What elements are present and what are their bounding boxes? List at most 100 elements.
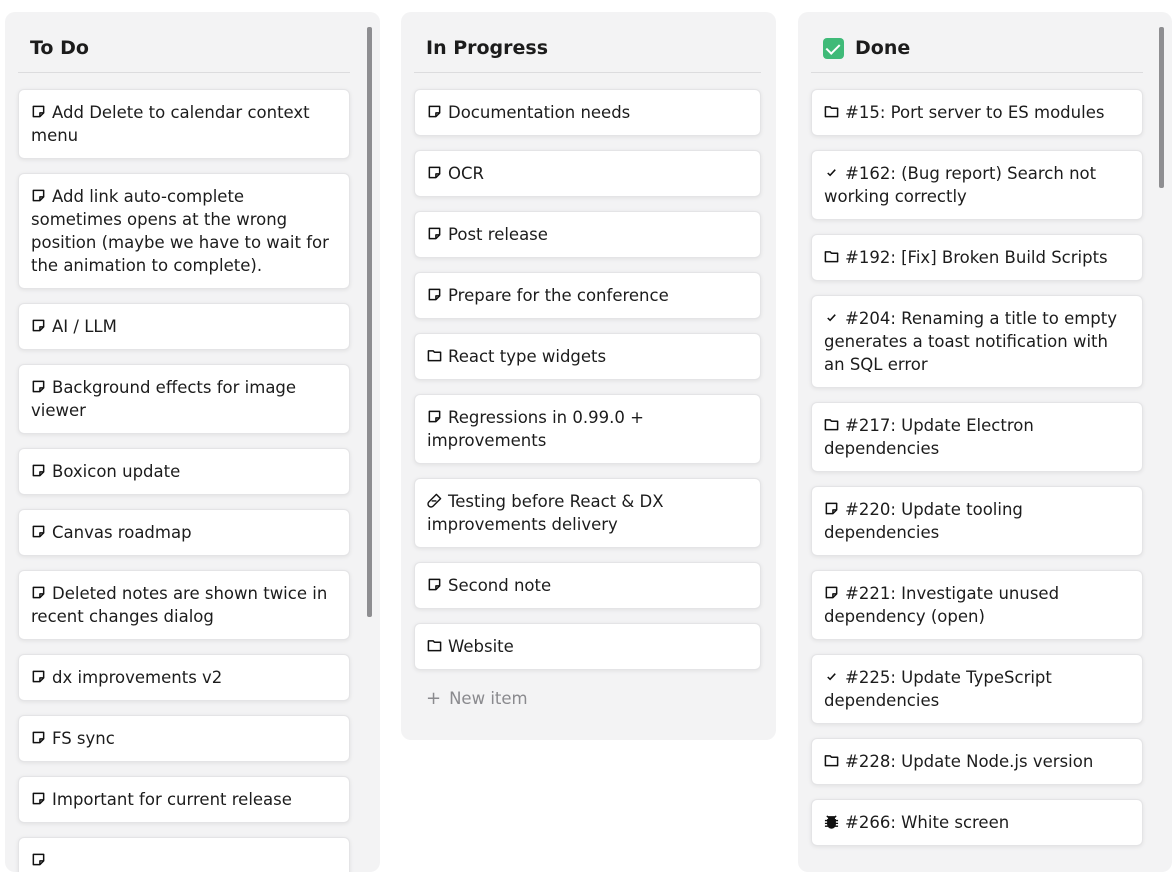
scrollbar[interactable] [367,27,372,617]
card[interactable]: FS sync [18,715,350,762]
card-title: #225: Update TypeScript dependencies [824,668,1052,710]
card-title: Deleted notes are shown twice in recent … [31,584,328,626]
note-icon [31,187,52,206]
card[interactable]: dx improvements v2 [18,654,350,701]
card-title: #266: White screen [845,813,1010,832]
card-title: Regressions in 0.99.0 + improvements [427,408,644,450]
card[interactable]: #192: [Fix] Broken Build Scripts [811,234,1143,281]
folder-icon [824,103,845,122]
card[interactable]: Canvas roadmap [18,509,350,556]
card[interactable]: #266: White screen [811,799,1143,846]
card[interactable]: #228: Update Node.js version [811,738,1143,785]
note-icon [427,408,448,427]
card-list: Documentation needs OCR Post release Prepar… [414,73,761,670]
card[interactable]: Deleted notes are shown twice in recent … [18,570,350,640]
column-in-progress: In Progress Documentation needs OCR Post r… [401,12,776,740]
note-icon [427,576,448,595]
folder-icon [427,347,448,366]
card[interactable]: Post release [414,211,761,258]
note-icon [31,523,52,542]
card[interactable]: Website [414,623,761,670]
card[interactable]: Testing before React & DX improvements d… [414,478,761,548]
check-icon [824,309,845,328]
card-title: Add link auto-complete sometimes opens a… [31,187,329,275]
note-icon [427,286,448,305]
card[interactable]: #15: Port server to ES modules [811,89,1143,136]
column-title-text: In Progress [426,37,549,59]
card[interactable]: Documentation needs [414,89,761,136]
card[interactable]: Add link auto-complete sometimes opens a… [18,173,350,289]
card-title: OCR [448,164,484,183]
note-icon [31,729,52,748]
note-icon [427,225,448,244]
card-title: Add Delete to calendar context menu [31,103,310,145]
card-title: #228: Update Node.js version [845,752,1094,771]
card[interactable]: #217: Update Electron dependencies [811,402,1143,472]
note-icon [824,584,845,603]
card-list: Add Delete to calendar context menu Add l… [18,73,350,872]
card-title: #217: Update Electron dependencies [824,416,1034,458]
folder-icon [824,752,845,771]
column-title-text: To Do [30,37,89,59]
check-icon [824,668,845,687]
card-title: Post release [448,225,548,244]
column-title[interactable]: Done [811,12,1143,73]
test-tube-icon [427,492,448,511]
note-icon [31,790,52,809]
card-title: Testing before React & DX improvements d… [427,492,664,534]
note-icon [31,462,52,481]
card-title: FS sync [52,729,115,748]
card[interactable]: Second note [414,562,761,609]
card[interactable]: Background effects for image viewer [18,364,350,434]
card[interactable]: Boxicon update [18,448,350,495]
card[interactable]: AI / LLM [18,303,350,350]
card[interactable]: #162: (Bug report) Search not working co… [811,150,1143,220]
card-title: Important for current release [52,790,292,809]
card-title: #204: Renaming a title to empty generate… [824,309,1118,374]
check-mark-button-emoji-icon [823,37,844,59]
note-icon [31,584,52,603]
card[interactable]: React type widgets [414,333,761,380]
card[interactable]: #225: Update TypeScript dependencies [811,654,1143,724]
folder-icon [427,637,448,656]
new-item-button[interactable]: + New item [414,684,761,713]
note-icon [31,668,52,687]
card[interactable] [18,837,350,872]
column-title-text: Done [855,37,911,59]
note-icon [31,317,52,336]
card-title: #220: Update tooling dependencies [824,500,1023,542]
card-title: #162: (Bug report) Search not working co… [824,164,1097,206]
scrollbar[interactable] [1159,27,1164,188]
card[interactable]: #221: Investigate unused dependency (ope… [811,570,1143,640]
card-title: dx improvements v2 [52,668,223,687]
column-done: Done #15: Port server to ES modules #162:… [798,12,1172,872]
card[interactable]: Add Delete to calendar context menu [18,89,350,159]
column-title[interactable]: In Progress [414,12,761,73]
card-title: React type widgets [448,347,607,366]
folder-icon [824,248,845,267]
note-icon [31,378,52,397]
plus-icon: + [426,688,442,709]
card-title: #221: Investigate unused dependency (ope… [824,584,1060,626]
note-icon [824,500,845,519]
card-title: Background effects for image viewer [31,378,297,420]
note-icon [427,164,448,183]
card-title: Prepare for the conference [448,286,669,305]
card-title: #15: Port server to ES modules [845,103,1105,122]
card[interactable]: #204: Renaming a title to empty generate… [811,295,1143,388]
card-title: #192: [Fix] Broken Build Scripts [845,248,1108,267]
new-item-label: New item [449,689,528,708]
card[interactable]: Important for current release [18,776,350,823]
note-icon [427,103,448,122]
check-icon [824,164,845,183]
card-title: Website [448,637,514,656]
card-title: Boxicon update [52,462,181,481]
bug-icon [824,813,845,832]
column-title[interactable]: To Do [18,12,350,73]
card[interactable]: OCR [414,150,761,197]
card-title: Second note [448,576,552,595]
card[interactable]: Regressions in 0.99.0 + improvements [414,394,761,464]
card[interactable]: Prepare for the conference [414,272,761,319]
card-title: Canvas roadmap [52,523,192,542]
card[interactable]: #220: Update tooling dependencies [811,486,1143,556]
